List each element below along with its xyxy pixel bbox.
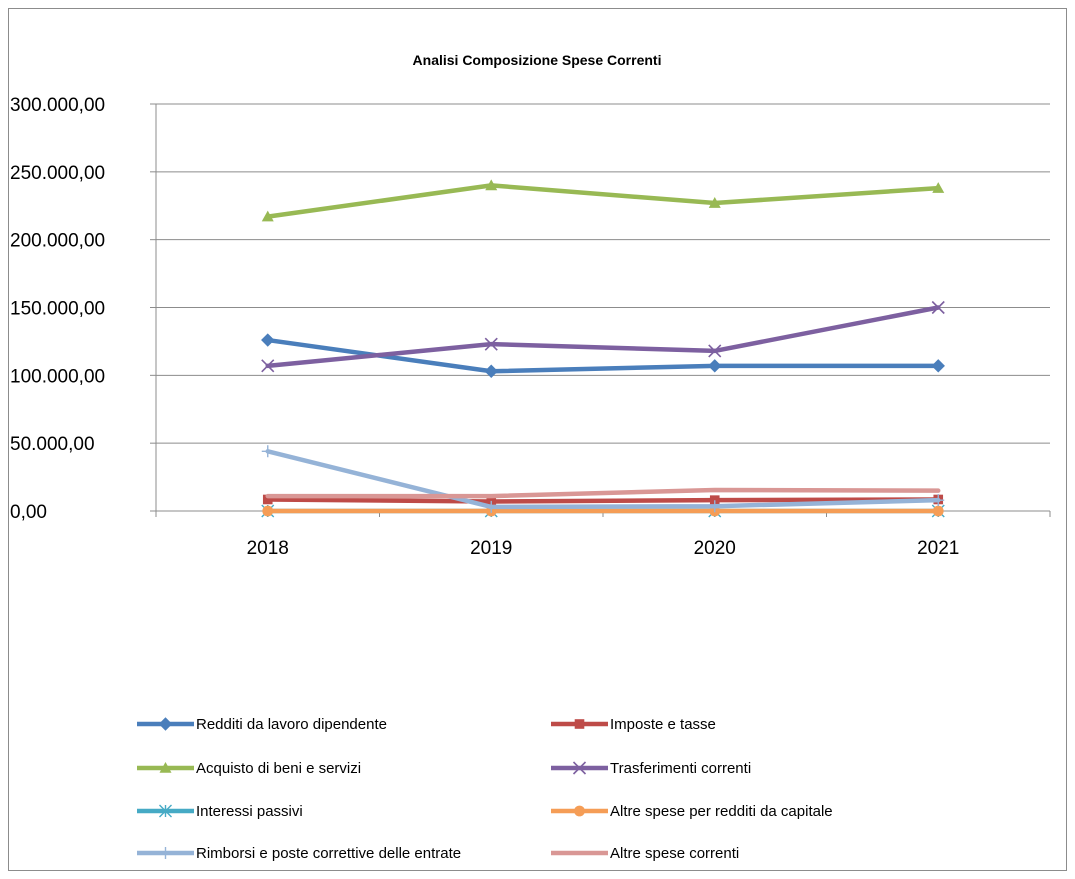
data-point xyxy=(931,300,945,315)
y-tick-label: 0,00 xyxy=(10,502,47,523)
x-tick-label: 2020 xyxy=(694,538,736,559)
data-point xyxy=(262,505,274,517)
y-tick-label: 250.000,00 xyxy=(10,163,105,184)
y-axis-ticks: 0,00 50.000,00 100.000,00 150.000,00 200.000… xyxy=(10,95,105,523)
y-tick-label: 50.000,00 xyxy=(10,434,95,455)
series-6 xyxy=(261,445,945,513)
data-point xyxy=(708,197,721,208)
legend-label: Rimborsi e poste correttive delle entrat… xyxy=(196,845,461,862)
legend-item-0: Redditi da lavoro dipendente xyxy=(137,716,387,733)
legend-label: Trasferimenti correnti xyxy=(610,760,751,777)
legend-item-7: Altre spese correnti xyxy=(551,845,739,862)
series-3 xyxy=(261,300,945,373)
data-point xyxy=(159,847,172,859)
data-point xyxy=(572,761,587,775)
legend-label: Altre spese per redditi da capitale xyxy=(610,803,833,820)
series-lines xyxy=(261,179,945,518)
data-point xyxy=(931,359,945,373)
legend: Redditi da lavoro dipendente Imposte e ta… xyxy=(137,716,833,862)
data-point xyxy=(261,359,275,373)
series-line xyxy=(265,449,941,510)
legend-label: Redditi da lavoro dipendente xyxy=(196,716,387,733)
legend-item-5: Altre spese per redditi da capitale xyxy=(551,803,833,820)
data-point xyxy=(574,805,585,817)
data-point xyxy=(708,359,722,373)
data-point xyxy=(159,804,172,818)
chart-frame xyxy=(8,8,1067,871)
data-point xyxy=(261,333,275,347)
legend-label: Altre spese correnti xyxy=(610,845,739,862)
data-point xyxy=(262,494,273,505)
y-tick-label: 200.000,00 xyxy=(10,231,105,252)
legend-item-2: Acquisto di beni e servizi xyxy=(137,760,361,777)
chart-title: Analisi Composizione Spese Correnti xyxy=(413,52,662,68)
x-tick-label: 2021 xyxy=(917,538,959,559)
legend-item-6: Rimborsi e poste correttive delle entrat… xyxy=(137,845,461,862)
x-axis-ticks: 2018 2019 2020 2021 xyxy=(247,538,960,559)
gridlines xyxy=(156,103,1050,444)
data-point xyxy=(932,505,944,517)
series-2 xyxy=(261,179,945,222)
legend-label: Interessi passivi xyxy=(196,803,303,820)
series-line xyxy=(265,487,941,499)
y-tick-label: 300.000,00 xyxy=(10,95,105,116)
series-line xyxy=(265,183,941,219)
series-line xyxy=(265,305,941,369)
x-tick-label: 2018 xyxy=(247,538,289,559)
legend-item-3: Trasferimenti correnti xyxy=(551,760,751,777)
data-point xyxy=(484,364,498,378)
data-point xyxy=(932,182,945,193)
data-point xyxy=(932,494,945,507)
data-point xyxy=(574,719,585,729)
legend-label: Acquisto di beni e servizi xyxy=(196,760,361,777)
legend-label: Imposte e tasse xyxy=(610,716,716,733)
data-point xyxy=(158,717,173,731)
data-point xyxy=(708,500,721,513)
data-point xyxy=(261,210,274,222)
data-point xyxy=(261,445,274,458)
data-point xyxy=(709,495,720,505)
y-tick-label: 100.000,00 xyxy=(10,366,105,387)
data-point xyxy=(485,179,498,191)
data-point xyxy=(485,500,498,513)
data-point xyxy=(708,344,722,358)
x-tick-label: 2019 xyxy=(470,538,512,559)
data-point xyxy=(484,337,498,351)
y-tick-label: 150.000,00 xyxy=(10,299,105,320)
data-point xyxy=(159,762,172,773)
legend-item-1: Imposte e tasse xyxy=(551,716,716,733)
series-line xyxy=(265,497,941,504)
series-7 xyxy=(265,487,941,499)
legend-item-4: Interessi passivi xyxy=(137,803,303,820)
